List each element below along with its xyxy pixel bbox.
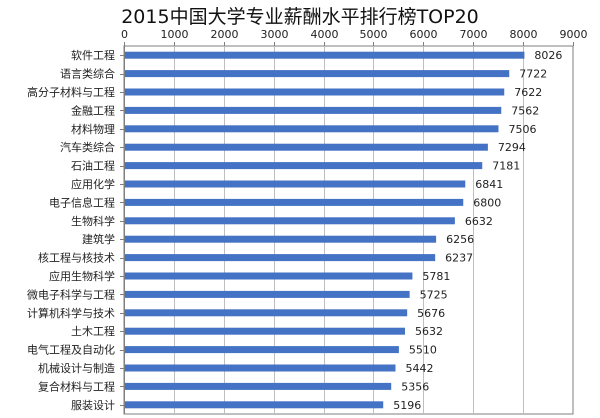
x-tick-label: 2000	[211, 28, 239, 41]
bar	[125, 51, 525, 59]
bar	[125, 290, 410, 298]
x-tick-label: 3000	[261, 28, 289, 41]
data-label: 6237	[445, 252, 473, 265]
category-label: 复合材料与工程	[38, 379, 115, 393]
category-label: 微电子科学与工程	[27, 287, 115, 301]
x-tick-label: 0	[121, 28, 128, 41]
bar	[125, 327, 405, 335]
data-label: 5676	[417, 307, 445, 320]
category-label: 语言类综合	[60, 67, 115, 81]
x-tick-label: 6000	[410, 28, 438, 41]
data-label: 7181	[492, 160, 520, 173]
data-label: 7294	[498, 141, 526, 154]
bar	[125, 309, 408, 317]
bar	[125, 235, 437, 243]
bar	[125, 401, 384, 409]
bar	[125, 364, 396, 372]
data-label: 5442	[405, 362, 433, 375]
bar	[125, 382, 392, 390]
x-tick-label: 9000	[560, 28, 588, 41]
category-label: 应用生物科学	[49, 269, 115, 283]
bar	[125, 162, 483, 170]
x-tick-label: 5000	[360, 28, 388, 41]
data-label: 5196	[393, 399, 421, 412]
bar	[125, 254, 436, 262]
x-tick-label: 8000	[510, 28, 538, 41]
data-label: 8026	[534, 49, 562, 62]
data-label: 7722	[519, 68, 547, 81]
x-tick-label: 7000	[460, 28, 488, 41]
data-label: 5632	[415, 325, 443, 338]
category-label: 金融工程	[71, 103, 115, 117]
x-tick-label: 1000	[161, 28, 189, 41]
category-label: 软件工程	[71, 48, 115, 62]
chart-title: 2015中国大学专业薪酬水平排行榜TOP20	[121, 6, 479, 28]
data-label: 6800	[473, 196, 501, 209]
bar	[125, 217, 455, 225]
bar	[125, 198, 464, 206]
category-label: 汽车类综合	[60, 140, 115, 154]
data-label: 7562	[511, 104, 539, 117]
category-label: 电子信息工程	[49, 195, 115, 209]
category-label: 建筑学	[82, 232, 115, 246]
category-label: 材料物理	[71, 122, 115, 136]
data-label: 5781	[422, 270, 450, 283]
category-label: 应用化学	[71, 177, 115, 191]
bar	[125, 272, 413, 280]
bar	[125, 180, 466, 188]
category-label: 电气工程及自动化	[27, 343, 115, 357]
bar	[125, 106, 502, 114]
data-label: 6632	[465, 215, 493, 228]
data-label: 6256	[446, 233, 474, 246]
category-label: 服装设计	[71, 399, 115, 412]
bar	[125, 70, 510, 78]
category-label: 高分子材料与工程	[27, 85, 115, 99]
category-label: 核工程与核技术	[38, 251, 115, 265]
category-label: 生物科学	[71, 214, 115, 228]
bar	[125, 143, 488, 151]
data-label: 5725	[420, 288, 448, 301]
bar	[125, 125, 499, 133]
data-label: 7622	[514, 86, 542, 99]
category-label: 计算机科学与技术	[27, 306, 115, 320]
bar	[125, 88, 505, 96]
plot-area-border	[123, 45, 574, 415]
x-tick-label: 4000	[311, 28, 339, 41]
category-label: 土木工程	[71, 325, 115, 338]
data-label: 5356	[401, 380, 429, 393]
data-label: 6841	[475, 178, 503, 191]
category-label: 石油工程	[71, 159, 115, 173]
data-label: 5510	[409, 344, 437, 357]
bar	[125, 346, 399, 354]
data-label: 7506	[508, 123, 536, 136]
category-label: 机械设计与制造	[38, 361, 115, 375]
